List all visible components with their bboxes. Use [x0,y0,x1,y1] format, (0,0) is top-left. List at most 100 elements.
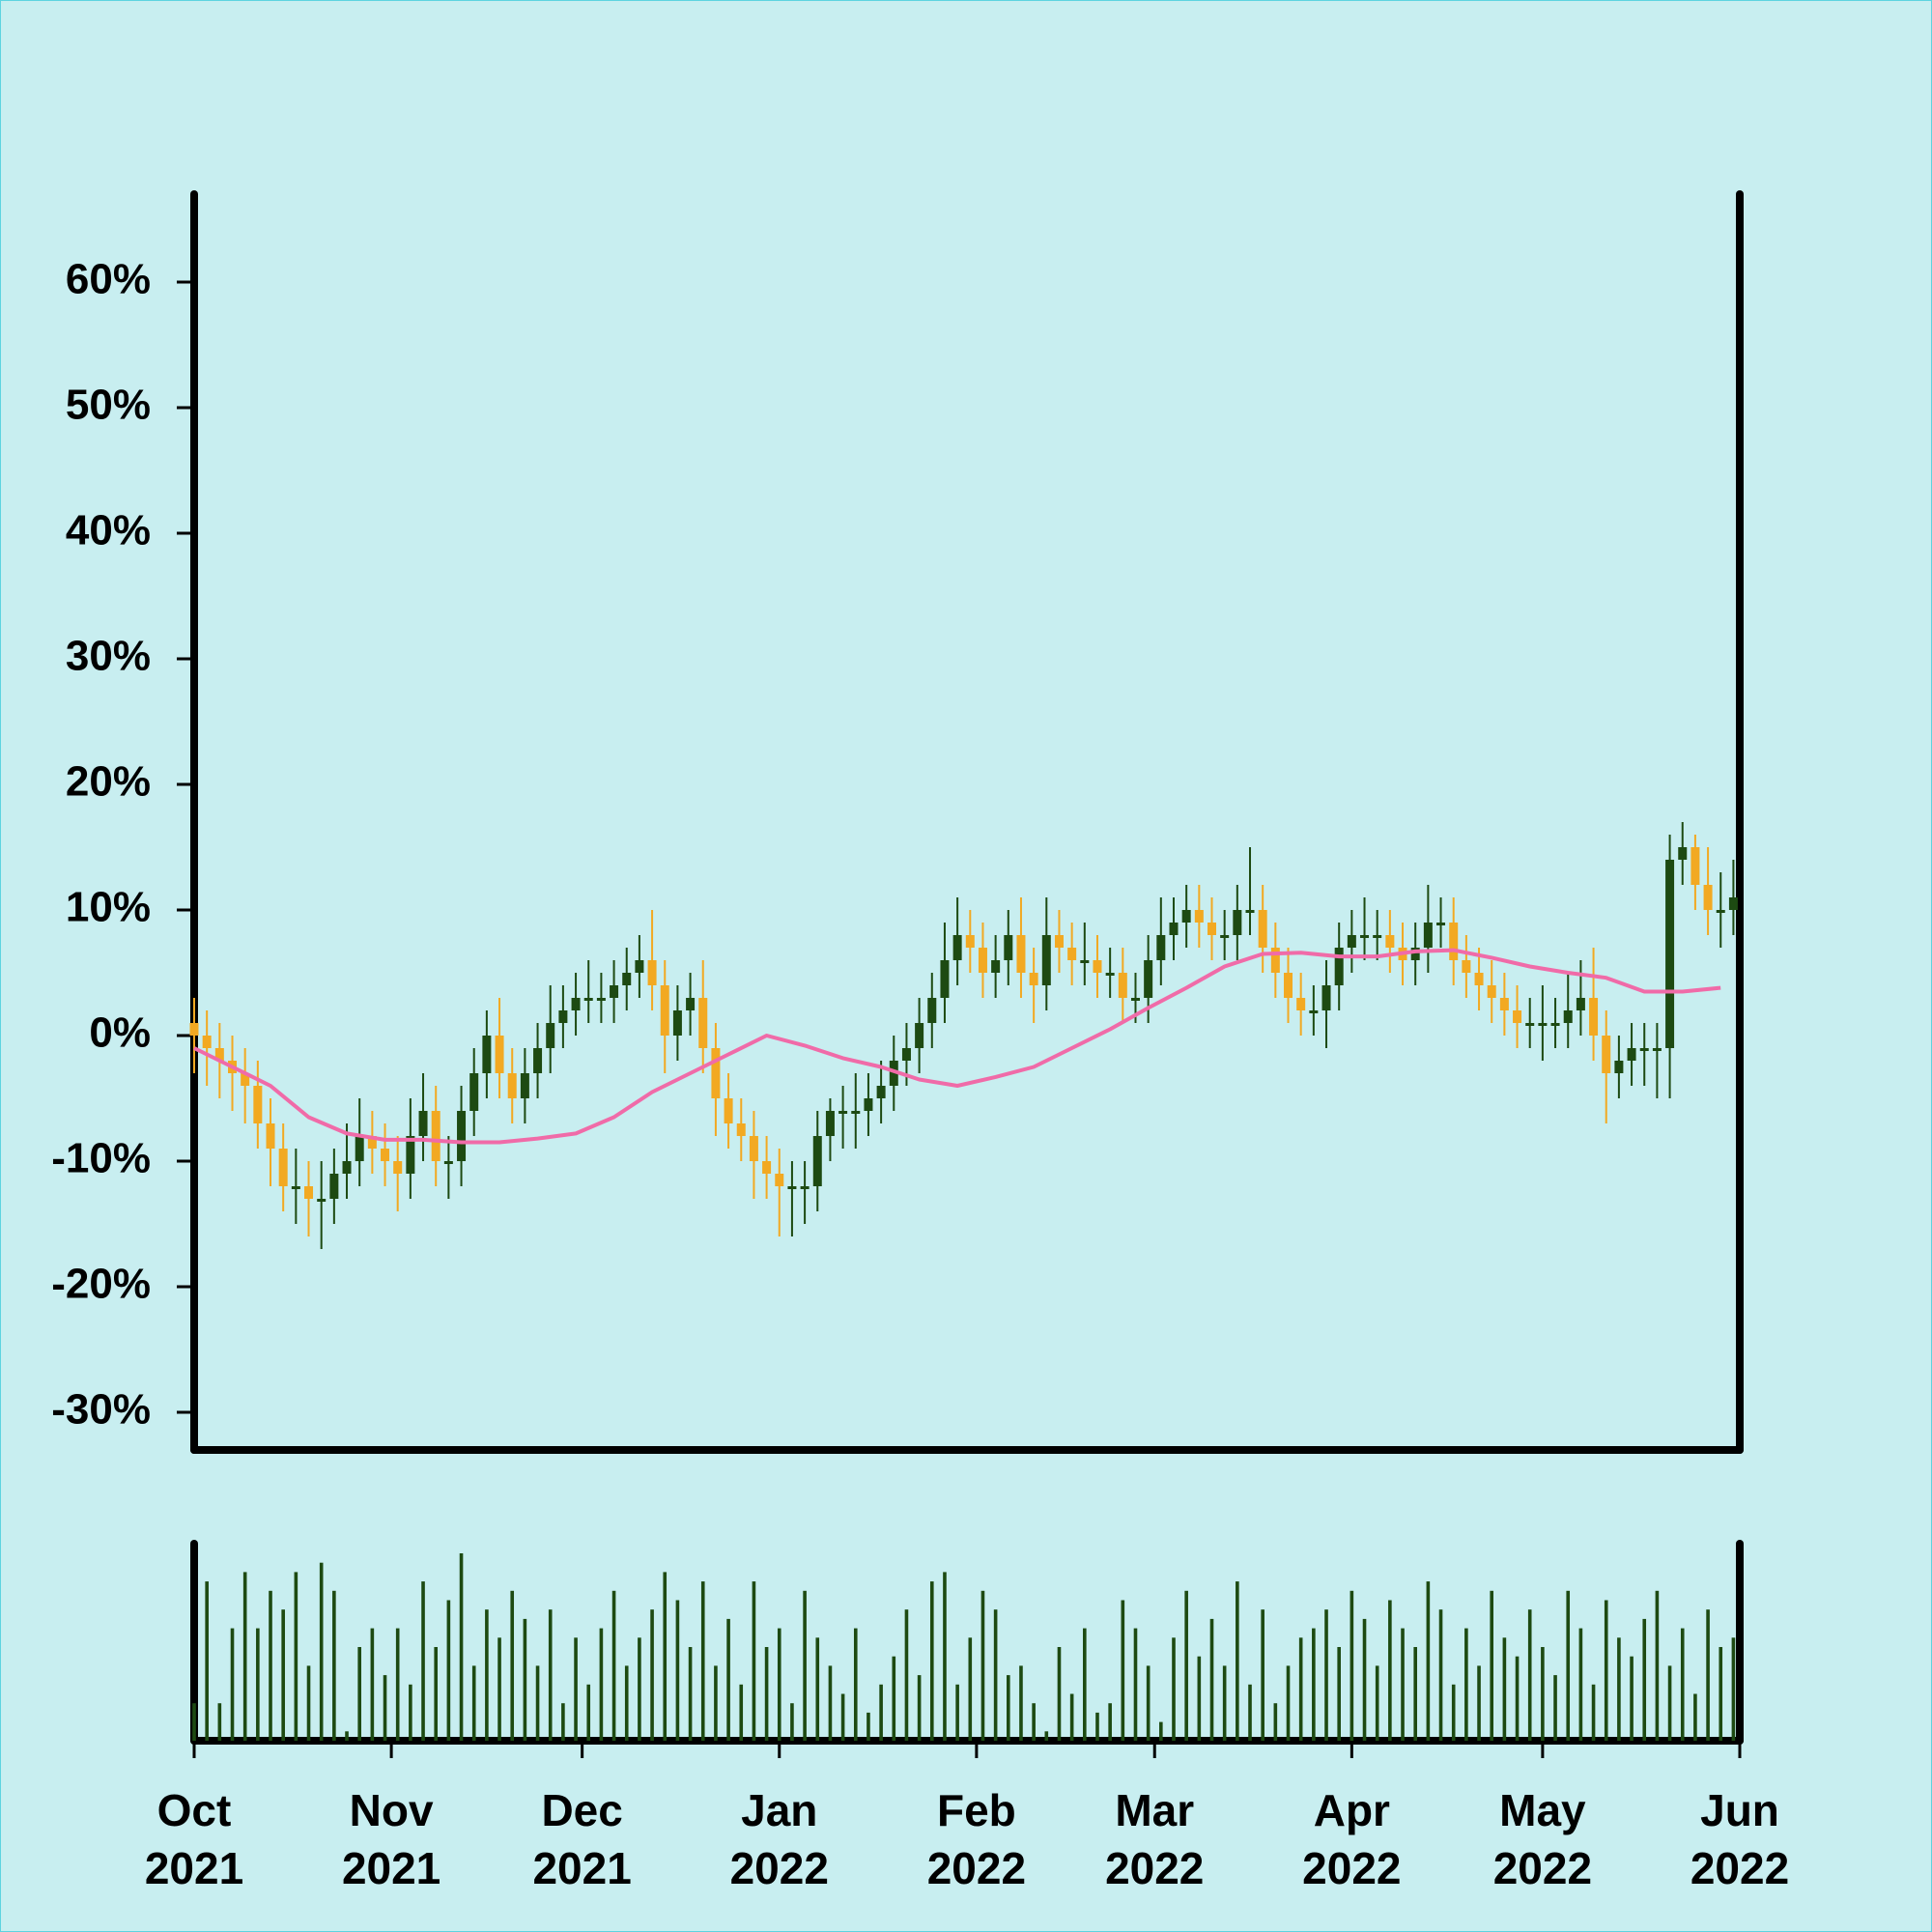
volume-bar [548,1609,553,1741]
volume-bar [929,1581,934,1741]
volume-bar [1413,1647,1417,1741]
candle-body [1513,1010,1522,1023]
volume-bar [803,1590,807,1741]
volume-bar [1502,1637,1507,1741]
y-tick-label: 50% [66,382,151,429]
volume-bar [1401,1628,1405,1741]
candle-body [406,1136,415,1174]
candle-body [1334,948,1344,985]
candle-body [1385,935,1395,948]
candle-body [1041,935,1051,985]
candle-body [393,1161,403,1174]
candle-body [1054,935,1064,948]
x-tick-label: Nov 2021 [341,1785,441,1893]
candle-body [1639,1048,1649,1051]
volume-bar [434,1647,439,1741]
candle-body [838,1111,848,1114]
candle-body [1105,973,1115,976]
candle-body [1258,910,1267,948]
candle-body [558,1010,568,1023]
candle-body [812,1136,822,1186]
candle-body [291,1186,300,1189]
volume-bar [217,1703,222,1741]
candle-body [762,1161,772,1174]
candle-body [800,1186,810,1189]
candle-body [1563,1010,1573,1023]
volume-bar [1044,1731,1049,1741]
candle-body [1233,910,1242,935]
volume-bar [1451,1684,1456,1741]
candle-body [978,948,987,973]
candle-body [431,1111,440,1161]
volume-bar [1375,1665,1379,1741]
volume-bar [968,1637,973,1741]
y-tick-label: 20% [66,758,151,806]
volume-bar [1172,1637,1176,1741]
candle-body [672,1010,682,1036]
candle-body [1181,910,1191,923]
candle-body [1309,1010,1319,1013]
volume-bar [700,1581,705,1741]
volume-bar [409,1684,412,1741]
volume-bar [1362,1618,1367,1741]
volume-bar [1019,1665,1023,1741]
volume-bar [638,1637,641,1741]
volume-bar [192,1703,196,1741]
volume-bar [535,1665,540,1741]
volume-bar [357,1647,361,1741]
candle-body [1703,885,1713,910]
candle-body [660,985,669,1036]
candle-body [520,1073,529,1098]
y-tick-label: -30% [51,1386,151,1434]
candle-body [214,1048,224,1061]
candle-body [927,998,937,1023]
volume-bar [561,1703,565,1741]
volume-bar [1719,1647,1723,1741]
volume-bar [1630,1656,1634,1741]
candle-body [495,1036,504,1073]
volume-bar [1667,1665,1672,1741]
volume-bar [1680,1628,1685,1741]
volume-bar [1706,1609,1710,1741]
y-tick-label: -20% [51,1261,151,1308]
candle-body [1602,1036,1611,1073]
candle-body [1156,935,1166,960]
volume-bar [828,1665,833,1741]
candle-body [1144,960,1153,998]
candle-body [749,1136,758,1161]
candle-body [864,1098,873,1111]
volume-bar [1350,1590,1354,1741]
x-tick-label: May 2022 [1492,1785,1593,1893]
volume-bar [1655,1590,1660,1741]
candle-body [1728,897,1738,910]
candle-body [1538,1023,1548,1026]
candle-body [1245,910,1255,913]
candle-body [1499,998,1509,1010]
volume-bar [853,1628,858,1741]
candle-body [457,1111,467,1161]
volume-bar [1222,1665,1227,1741]
volume-bar [726,1618,730,1741]
volume-bar [1248,1684,1252,1741]
volume-bar [904,1609,909,1741]
volume-bar [1604,1600,1608,1741]
volume-bar [688,1647,693,1741]
y-tick-label: 0% [89,1009,151,1057]
volume-bar [1578,1628,1583,1741]
volume-bar [599,1628,604,1741]
volume-bar [306,1665,311,1741]
candle-body [189,1023,199,1036]
candle-body [1652,1048,1662,1051]
volume-bar [1133,1628,1138,1741]
volume-bar [1541,1647,1545,1741]
candle-body [1589,998,1599,1036]
candle-body [583,998,593,1001]
candle-body [533,1048,543,1073]
candle-body [1296,998,1306,1010]
candle-body [1449,923,1459,960]
volume-bar [739,1684,744,1741]
candle-body [367,1136,377,1149]
candle-body [469,1073,479,1111]
volume-bar [1388,1600,1392,1741]
